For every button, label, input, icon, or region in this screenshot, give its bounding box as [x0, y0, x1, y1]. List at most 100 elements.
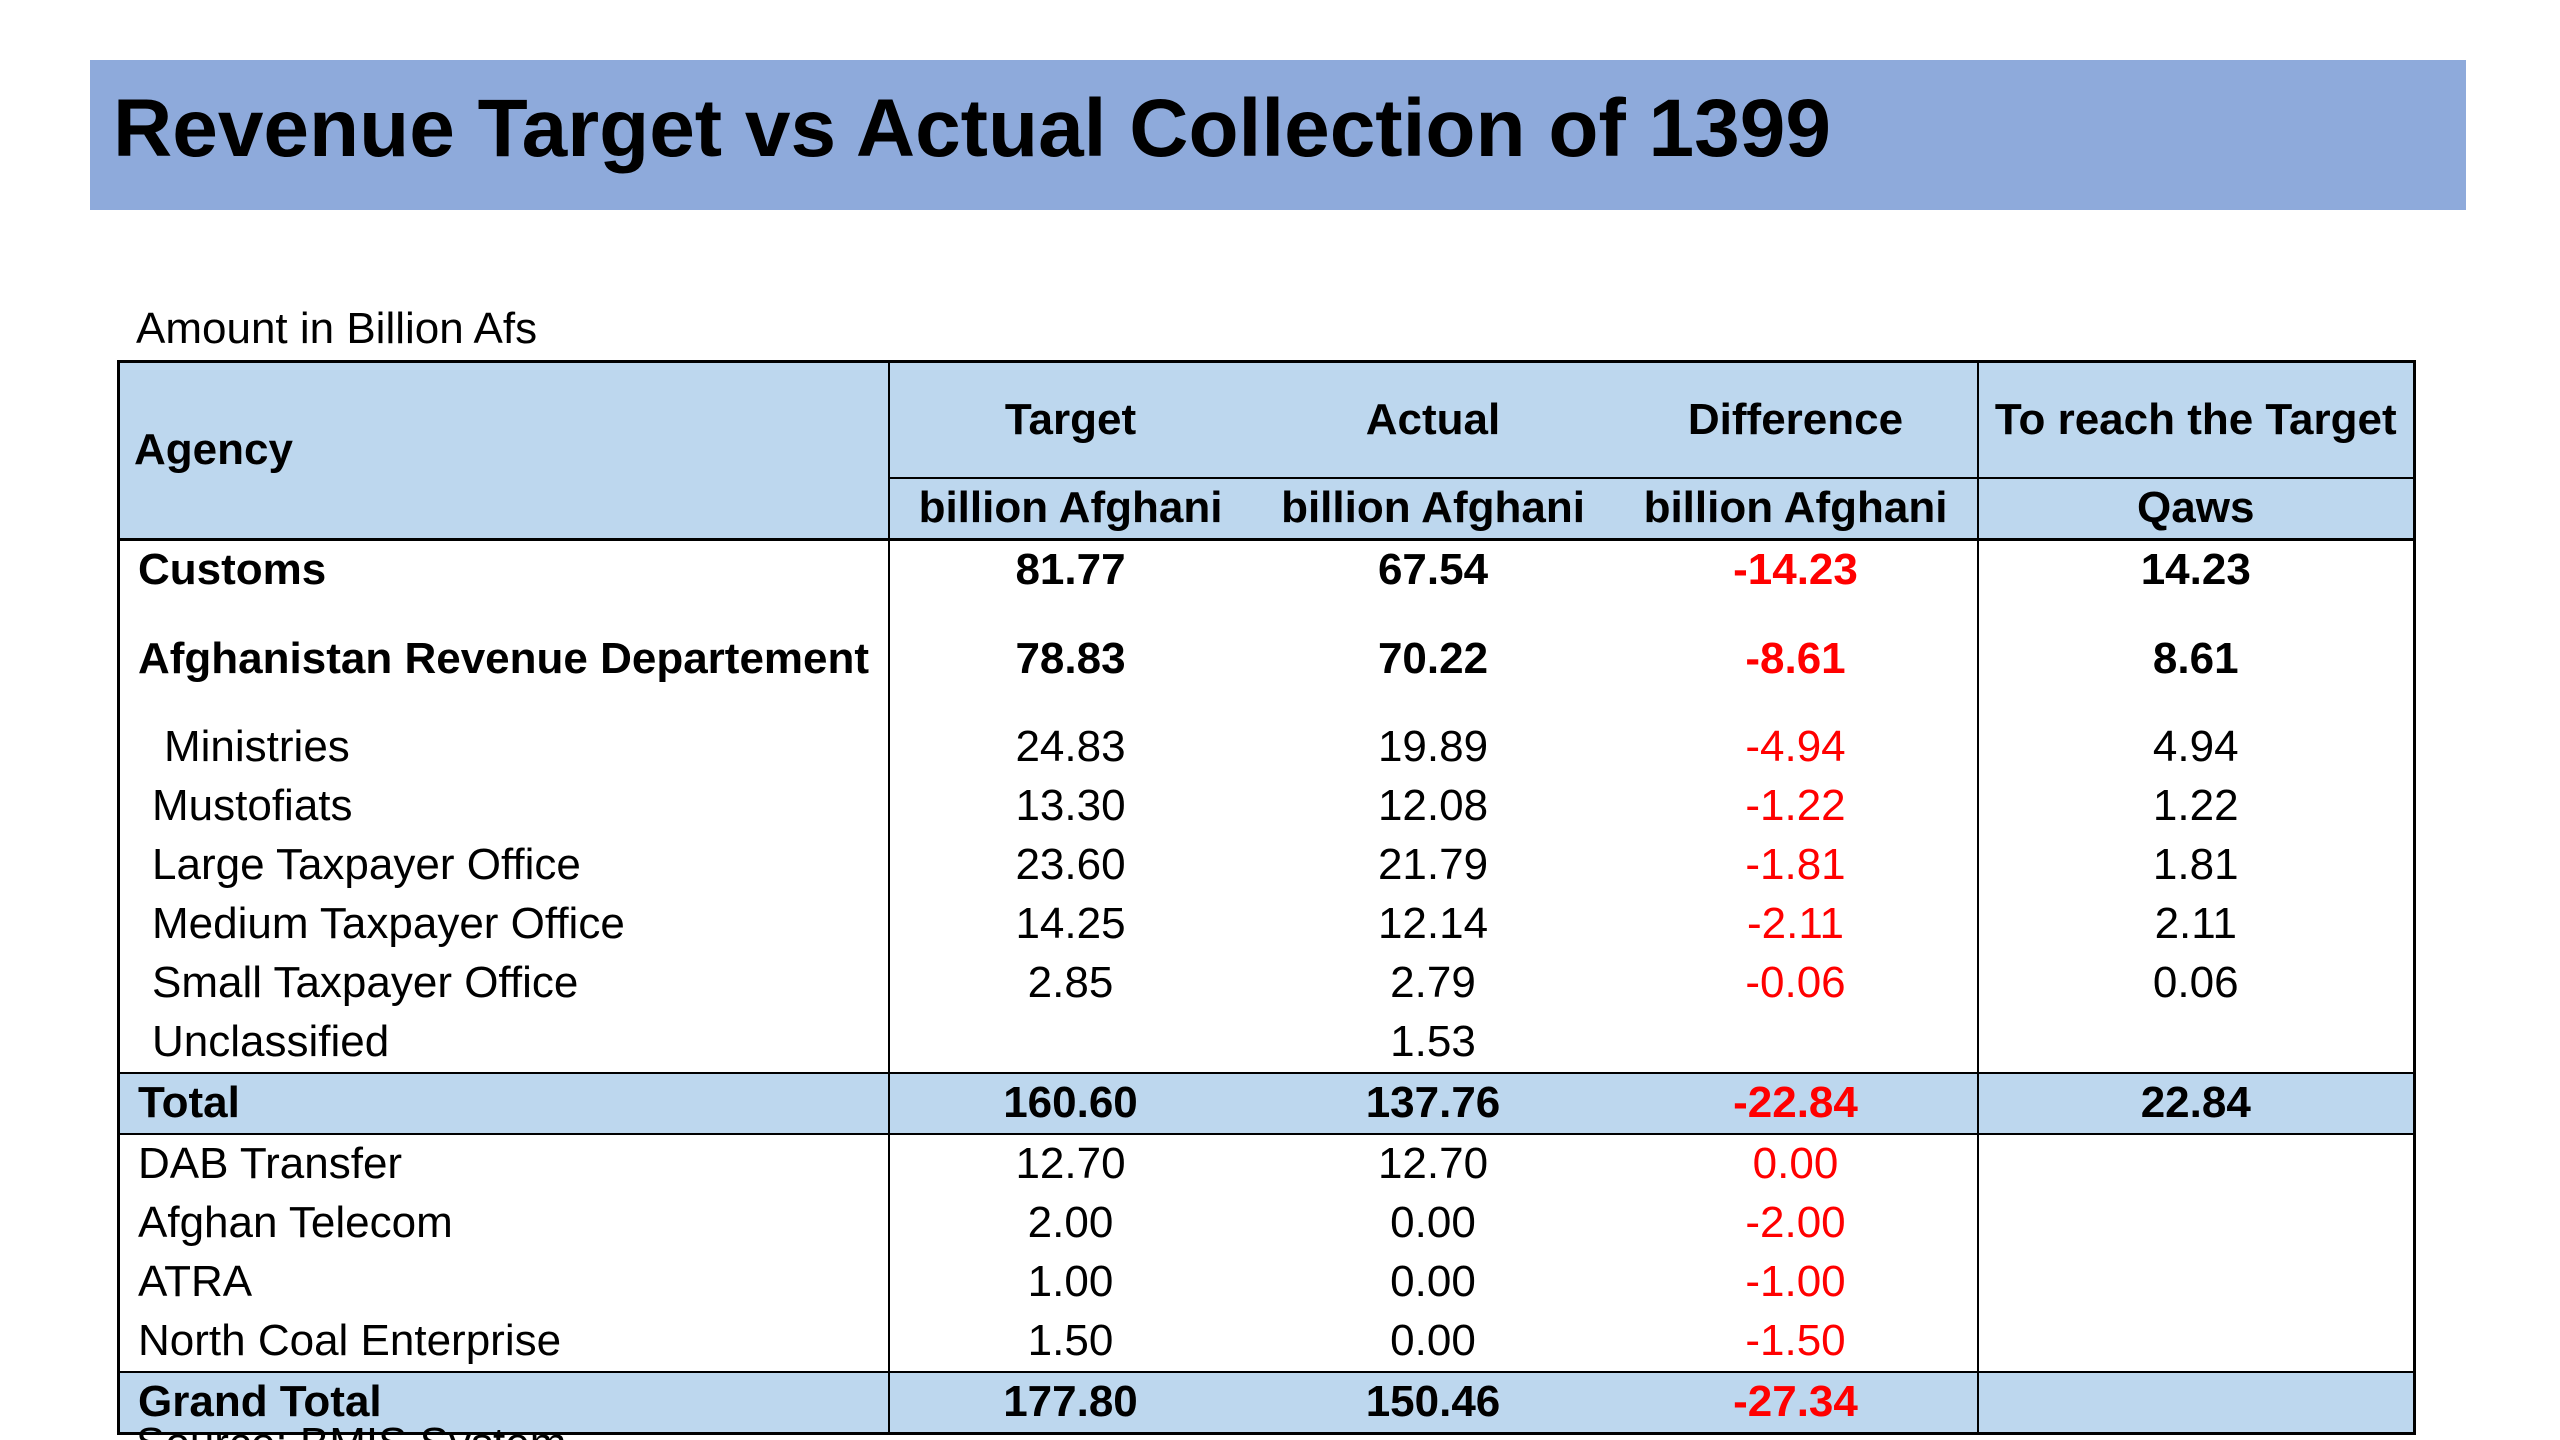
- cell-target: 78.83: [1015, 633, 1126, 683]
- cell-reach: [1976, 1133, 2416, 1194]
- table-row-total: Total 160.60 137.76 -22.84 22.84: [117, 1071, 2416, 1135]
- table-row-small-taxpayer: Small Taxpayer Office 2.85 2.79 -0.06 0.…: [117, 953, 2416, 1013]
- cell-target: 24.83: [1015, 722, 1126, 771]
- table-row-grand-total: Grand Total 177.80 150.46 -27.34: [117, 1370, 2416, 1435]
- cell-agency: Ministries: [117, 717, 890, 777]
- cell-target: [889, 1013, 1252, 1073]
- cell-agency: Afghanistan Revenue Departement: [117, 599, 890, 718]
- cell-agency: Customs: [117, 537, 890, 600]
- cell-reach: [1976, 1193, 2416, 1253]
- cell-reach: [1976, 1311, 2416, 1372]
- cell-difference: -1.81: [1745, 840, 1846, 889]
- cell-difference: [1615, 1013, 1978, 1073]
- cell-actual: 150.46: [1251, 1370, 1615, 1435]
- cell-actual: 19.89: [1377, 722, 1489, 771]
- cell-target: 12.70: [1015, 1139, 1126, 1188]
- cell-target: 177.80: [888, 1370, 1252, 1435]
- table-row-large-taxpayer: Large Taxpayer Office 23.60 21.79 -1.81 …: [117, 835, 2416, 895]
- unit-target: billion Afghani: [888, 476, 1252, 539]
- unit-actual: billion Afghani: [1251, 476, 1615, 539]
- cell-agency: DAB Transfer: [117, 1133, 890, 1194]
- table-row-dab-transfer: DAB Transfer 12.70 12.70 0.00: [117, 1133, 2416, 1194]
- cell-actual: 21.79: [1377, 840, 1489, 889]
- cell-target: 81.77: [888, 537, 1252, 600]
- table-header-row: Agency Target Actual Difference To reach…: [117, 360, 2416, 539]
- cell-target: 2.85: [1027, 958, 1114, 1007]
- cell-actual: 12.08: [1377, 781, 1489, 830]
- header-difference: Difference: [1614, 360, 1978, 478]
- table-row-customs: Customs 81.77 67.54 -14.23 14.23: [117, 537, 2416, 600]
- unit-reach: Qaws: [1976, 476, 2416, 539]
- cell-agency: Large Taxpayer Office: [117, 835, 890, 895]
- cell-actual: 12.14: [1377, 899, 1489, 948]
- cell-reach: [1976, 1252, 2416, 1312]
- cell-target: 13.30: [1015, 781, 1126, 830]
- cell-reach: 4.94: [1976, 717, 2416, 777]
- cell-difference: -8.61: [1745, 633, 1846, 683]
- cell-agency: Total: [117, 1071, 890, 1135]
- unit-note: Amount in Billion Afs: [136, 304, 538, 353]
- table-row-afghan-telecom: Afghan Telecom 2.00 0.00 -2.00: [117, 1193, 2416, 1253]
- cell-agency: North Coal Enterprise: [117, 1311, 890, 1372]
- cell-actual: 2.79: [1390, 958, 1476, 1007]
- cell-actual: 12.70: [1377, 1139, 1489, 1188]
- table-unit-row: billion Afghani billion Afghani billion …: [119, 476, 2416, 539]
- cell-target: 2.00: [1027, 1198, 1114, 1247]
- cell-agency: Afghan Telecom: [117, 1193, 890, 1253]
- cell-target: 14.25: [1015, 899, 1126, 948]
- cell-actual: 1.53: [1390, 1017, 1476, 1066]
- table-row-unclassified: Unclassified 1.53: [117, 1012, 2416, 1073]
- cell-reach: 1.22: [1976, 776, 2416, 836]
- cell-actual: 0.00: [1390, 1198, 1476, 1247]
- cell-difference: -0.06: [1745, 958, 1846, 1007]
- cell-reach: 8.61: [1976, 599, 2416, 718]
- table-row-ministries: Ministries 24.83 19.89 -4.94 4.94: [117, 717, 2416, 777]
- header-reach-target: To reach the Target: [1976, 360, 2416, 478]
- cell-target: 1.00: [1027, 1257, 1114, 1306]
- cell-agency: ATRA: [117, 1252, 890, 1312]
- unit-difference: billion Afghani: [1614, 476, 1978, 539]
- source-note: Source: BMIS System: [136, 1422, 566, 1440]
- cell-difference: 0.00: [1752, 1139, 1839, 1188]
- cell-difference: -2.11: [1746, 899, 1845, 948]
- revenue-table: Agency Target Actual Difference To reach…: [117, 360, 2416, 1435]
- header-agency: Agency: [117, 360, 890, 539]
- cell-difference: -14.23: [1614, 537, 1978, 600]
- cell-difference: -1.50: [1745, 1316, 1846, 1365]
- title-bar: Revenue Target vs Actual Collection of 1…: [90, 60, 2466, 210]
- cell-target: 23.60: [1015, 840, 1126, 889]
- cell-reach: 22.84: [1976, 1071, 2416, 1135]
- table-row-mustofiats: Mustofiats 13.30 12.08 -1.22 1.22: [117, 776, 2416, 836]
- cell-reach: [1976, 1012, 2416, 1073]
- cell-actual: 67.54: [1251, 537, 1615, 600]
- cell-difference: -2.00: [1745, 1198, 1846, 1247]
- cell-actual: 70.22: [1377, 633, 1489, 683]
- cell-reach: 0.06: [1976, 953, 2416, 1013]
- cell-actual: 0.00: [1390, 1316, 1476, 1365]
- cell-difference: -1.00: [1745, 1257, 1846, 1306]
- cell-target: 160.60: [888, 1071, 1252, 1135]
- cell-reach: 14.23: [1976, 537, 2416, 600]
- header-actual: Actual: [1251, 360, 1615, 478]
- table-row-atra: ATRA 1.00 0.00 -1.00: [117, 1252, 2416, 1312]
- table-row-medium-taxpayer: Medium Taxpayer Office 14.25 12.14 -2.11…: [117, 894, 2416, 954]
- cell-target: 1.50: [1027, 1316, 1114, 1365]
- cell-reach: 1.81: [1976, 835, 2416, 895]
- cell-actual: 0.00: [1390, 1257, 1476, 1306]
- cell-difference: -22.84: [1614, 1071, 1978, 1135]
- table-row-north-coal: North Coal Enterprise 1.50 0.00 -1.50: [117, 1311, 2416, 1372]
- cell-difference: -4.94: [1745, 722, 1846, 771]
- cell-reach: 2.11: [1976, 894, 2416, 954]
- table-row-ard: Afghanistan Revenue Departement 78.83 70…: [117, 599, 2416, 718]
- cell-difference: -27.34: [1614, 1370, 1978, 1435]
- header-target: Target: [888, 360, 1252, 478]
- cell-agency: Unclassified: [117, 1012, 890, 1073]
- cell-agency: Mustofiats: [117, 776, 890, 836]
- cell-actual: 137.76: [1251, 1071, 1615, 1135]
- slide-title: Revenue Target vs Actual Collection of 1…: [113, 83, 1831, 174]
- cell-reach: [1976, 1370, 2416, 1435]
- cell-agency: Small Taxpayer Office: [117, 953, 890, 1013]
- cell-difference: -1.22: [1745, 781, 1846, 830]
- cell-agency: Grand Total: [117, 1370, 890, 1435]
- cell-agency: Medium Taxpayer Office: [117, 894, 890, 954]
